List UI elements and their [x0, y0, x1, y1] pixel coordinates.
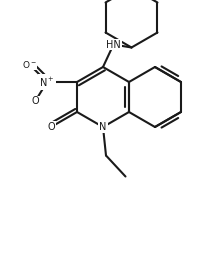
Text: O$^-$: O$^-$	[21, 58, 37, 69]
Text: N$^+$: N$^+$	[39, 76, 55, 89]
Text: HN: HN	[106, 40, 121, 49]
Text: O: O	[31, 96, 39, 107]
Text: N: N	[99, 122, 107, 132]
Text: O: O	[47, 122, 55, 132]
